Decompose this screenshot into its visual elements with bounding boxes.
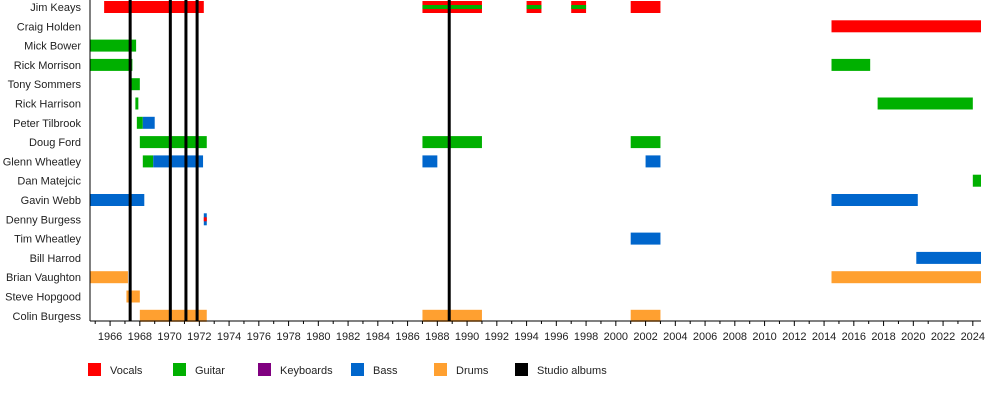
x-tick-label: 1992	[485, 331, 509, 343]
member-span-bar	[831, 194, 918, 206]
studio-album-line	[184, 0, 188, 321]
member-span-bar	[422, 309, 482, 322]
x-tick-label: 2010	[752, 331, 776, 343]
member-span-bar	[139, 136, 207, 149]
member-name-label: Bill Harrod	[30, 253, 81, 265]
legend-label: Bass	[373, 365, 398, 377]
member-span-stripe	[571, 5, 587, 9]
legend-label: Vocals	[110, 365, 143, 377]
x-tick-label: 1966	[98, 331, 122, 343]
x-tick-label: 2008	[723, 331, 747, 343]
member-span-bar	[153, 155, 204, 168]
member-span-bar	[831, 58, 871, 71]
studio-album-line	[128, 0, 132, 321]
member-span-bar	[90, 194, 145, 206]
x-tick-label: 1968	[128, 331, 152, 343]
member-span-bar	[90, 58, 133, 71]
studio-album-line	[168, 0, 172, 321]
member-span-bar	[135, 97, 139, 110]
member-name-label: Rick Morrison	[14, 60, 81, 72]
x-tick-label: 1978	[276, 331, 300, 343]
x-tick-label: 1988	[425, 331, 449, 343]
legend-swatch-studio-albums	[515, 363, 528, 376]
member-name-label: Brian Vaughton	[6, 272, 81, 284]
x-tick-label: 1976	[247, 331, 271, 343]
x-tick-label: 2014	[812, 331, 836, 343]
legend-swatch-guitar	[173, 363, 186, 376]
member-name-label: Tim Wheatley	[14, 234, 81, 246]
x-tick-label: 2006	[693, 331, 717, 343]
x-tick-label: 2016	[842, 331, 866, 343]
member-span-bar	[630, 1, 661, 13]
x-tick-label: 1986	[395, 331, 419, 343]
x-tick-label: 2004	[663, 331, 687, 343]
member-span-bar	[916, 251, 981, 264]
x-tick-label: 1982	[336, 331, 360, 343]
member-span-bar	[831, 271, 981, 284]
x-tick-label: 1972	[187, 331, 211, 343]
member-span-bar	[142, 155, 154, 168]
x-tick-label: 1990	[455, 331, 479, 343]
legend-label: Drums	[456, 365, 489, 377]
member-name-label: Gavin Webb	[21, 195, 81, 207]
studio-album-line	[447, 0, 451, 321]
member-span-bar	[422, 136, 482, 149]
member-span-bar	[422, 155, 438, 168]
member-span-bar	[139, 309, 207, 322]
member-span-bar	[136, 116, 143, 129]
legend-label: Keyboards	[280, 365, 333, 377]
member-span-bar	[630, 309, 661, 322]
x-tick-label: 2012	[782, 331, 806, 343]
member-name-label: Colin Burgess	[13, 311, 82, 323]
member-name-label: Peter Tilbrook	[13, 118, 81, 130]
member-span-bar	[630, 232, 661, 245]
member-span-stripe	[526, 5, 542, 9]
x-tick-label: 2000	[604, 331, 628, 343]
x-tick-label: 1996	[544, 331, 568, 343]
x-tick-label: 2002	[633, 331, 657, 343]
x-tick-label: 2024	[961, 331, 985, 343]
member-name-label: Dan Matejcic	[17, 176, 81, 188]
member-span-bar	[645, 155, 661, 168]
x-tick-label: 1998	[574, 331, 598, 343]
member-span-bar	[877, 97, 973, 110]
member-name-label: Tony Sommers	[8, 79, 82, 91]
x-tick-label: 2018	[871, 331, 895, 343]
member-span-bar	[126, 290, 140, 303]
x-tick-label: 1974	[217, 331, 241, 343]
studio-album-line	[195, 0, 199, 321]
member-span-bar	[90, 39, 137, 52]
legend-swatch-vocals	[88, 363, 101, 376]
member-name-label: Doug Ford	[29, 137, 81, 149]
legend-swatch-drums	[434, 363, 447, 376]
x-tick-label: 2022	[931, 331, 955, 343]
member-span-stripe	[422, 5, 482, 9]
member-name-label: Mick Bower	[24, 41, 81, 53]
legend-label: Studio albums	[537, 365, 607, 377]
member-span-bar	[630, 136, 661, 149]
x-tick-label: 1984	[366, 331, 390, 343]
member-name-label: Denny Burgess	[6, 214, 82, 226]
x-tick-label: 1970	[157, 331, 181, 343]
legend-label: Guitar	[195, 365, 225, 377]
member-name-label: Glenn Wheatley	[3, 156, 82, 168]
legend-swatch-keyboards	[258, 363, 271, 376]
member-span-bar	[104, 1, 204, 13]
member-span-bar	[831, 20, 981, 33]
x-tick-label: 1994	[514, 331, 538, 343]
member-span-stripe	[203, 217, 207, 222]
member-name-label: Craig Holden	[17, 21, 81, 33]
x-tick-label: 1980	[306, 331, 330, 343]
member-name-label: Steve Hopgood	[5, 292, 81, 304]
member-span-bar	[90, 271, 128, 284]
member-name-label: Rick Harrison	[15, 99, 81, 111]
member-name-label: Jim Keays	[30, 2, 81, 14]
member-span-bar	[130, 78, 140, 91]
member-span-bar	[972, 174, 981, 187]
legend-swatch-bass	[351, 363, 364, 376]
x-tick-label: 2020	[901, 331, 925, 343]
member-span-bar	[142, 116, 155, 129]
